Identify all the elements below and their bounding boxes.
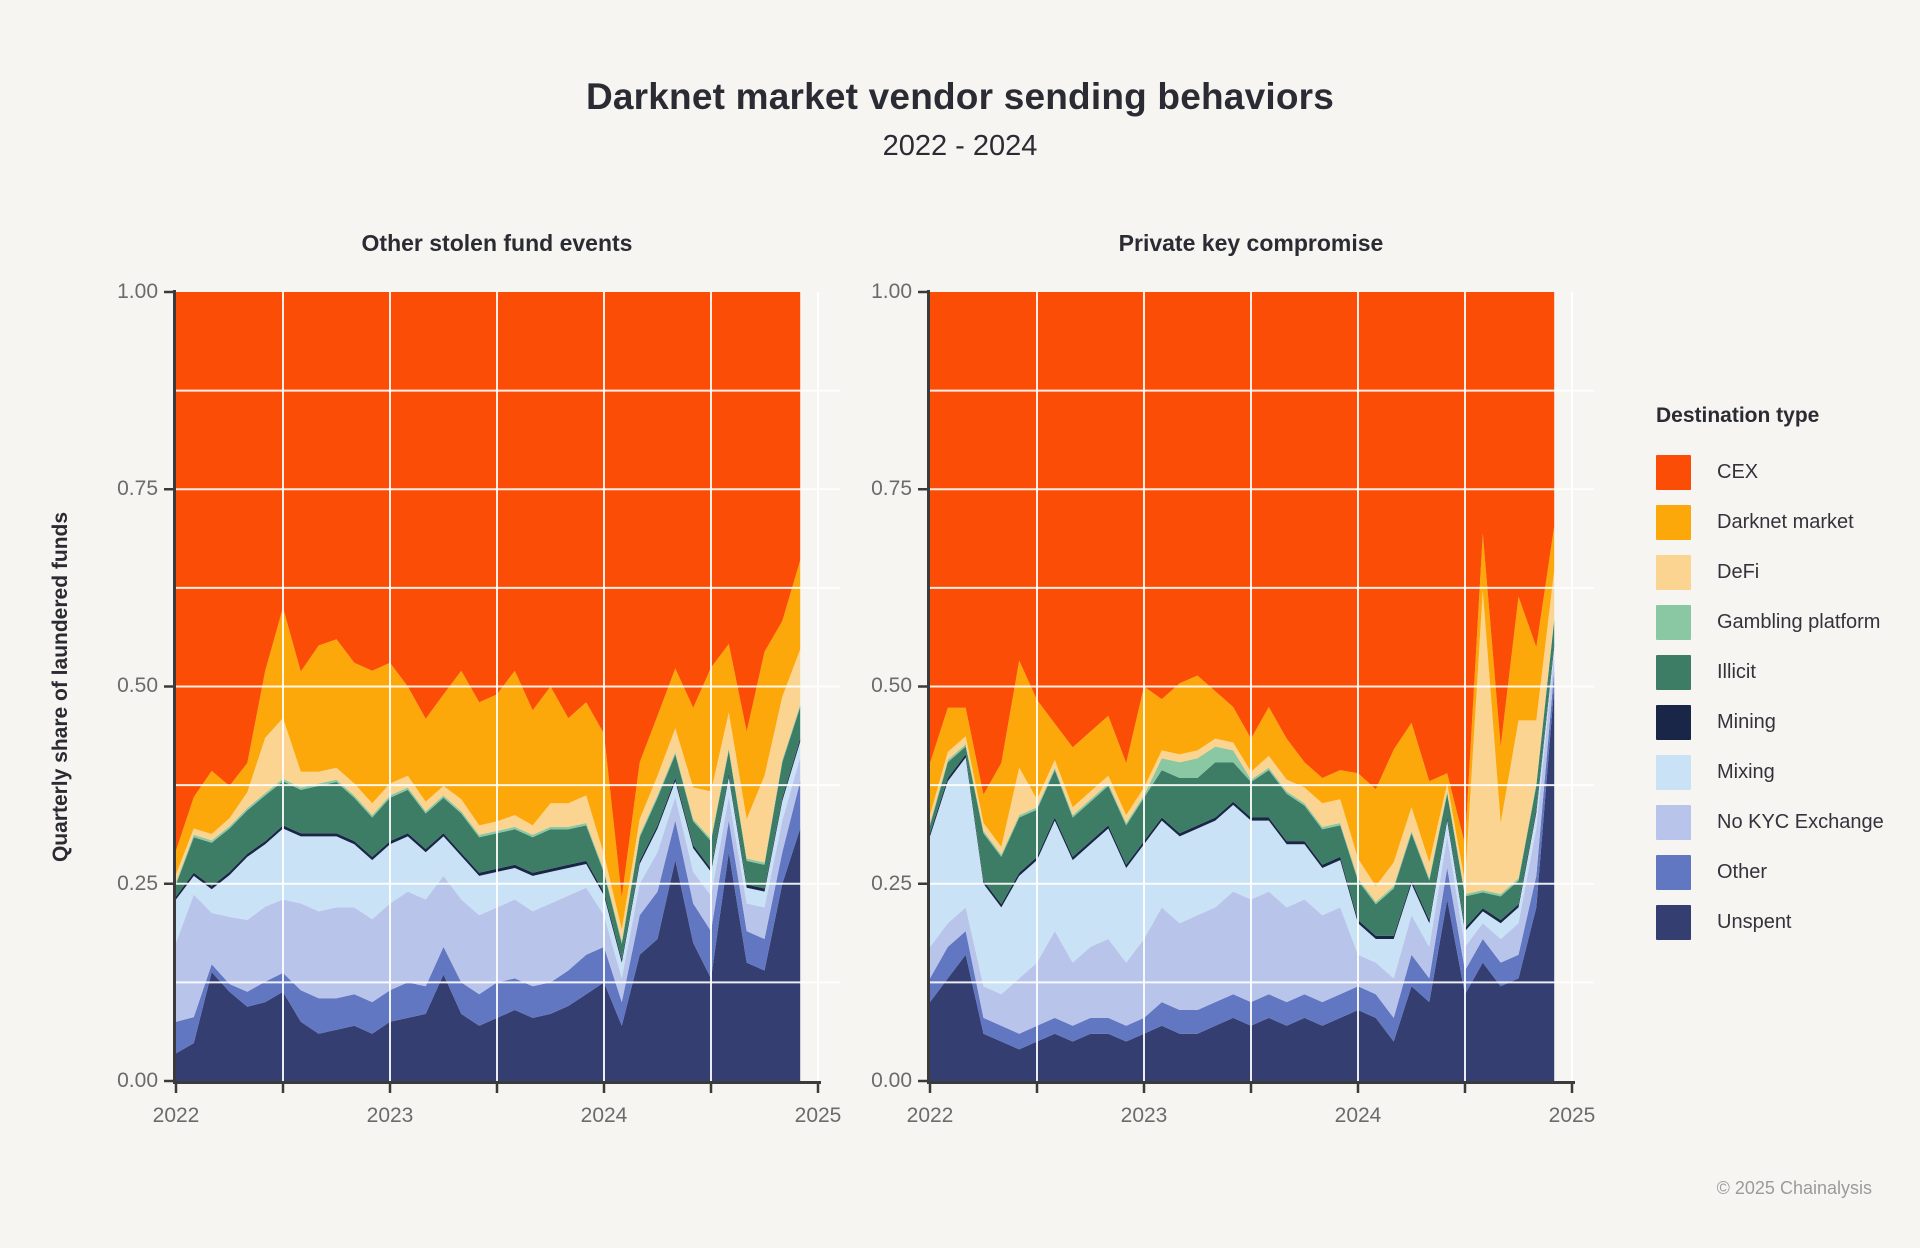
legend-item-label: DeFi: [1717, 561, 1760, 583]
area-other: [176, 781, 801, 1054]
y-tick-label: 0.50: [117, 674, 158, 697]
y-tick-label: 0.75: [117, 477, 158, 500]
legend-title: Destination type: [1656, 404, 1820, 427]
area-cex: [176, 292, 801, 898]
unspent-swatch-icon: [1656, 905, 1691, 940]
y-tick-label: 0.75: [871, 477, 912, 500]
area-no-kyc-exchange: [176, 757, 801, 1022]
illicit-swatch-icon: [1656, 655, 1691, 690]
legend-item-label: Darknet market: [1717, 511, 1854, 533]
no-kyc-exchange-swatch-icon: [1656, 805, 1691, 840]
legend-item-label: Mining: [1717, 711, 1776, 733]
legend-item-label: Gambling platform: [1717, 611, 1881, 633]
legend-item-label: CEX: [1717, 461, 1759, 483]
area-illicit: [176, 707, 801, 960]
legend-item-other: Other: [1656, 855, 1916, 890]
x-tick-label: 2023: [366, 1104, 414, 1127]
legend-item-defi: DeFi: [1656, 555, 1916, 590]
mixing-swatch-icon: [1656, 755, 1691, 790]
darknet-market-swatch-icon: [1656, 505, 1691, 540]
x-tick-label: 2022: [152, 1104, 200, 1127]
legend-item-darknet-market: Darknet market: [1656, 505, 1916, 540]
area-darknet-market: [176, 560, 801, 930]
legend-item-unspent: Unspent: [1656, 905, 1916, 940]
y-tick-label: 0.25: [117, 872, 158, 895]
area-no-kyc-exchange: [930, 654, 1555, 1034]
x-tick-label: 2024: [1334, 1104, 1382, 1127]
right-chart-title: Private key compromise: [1118, 230, 1384, 256]
gambling-platform-swatch-icon: [1656, 605, 1691, 640]
right-chart-panel: [918, 290, 1594, 1093]
area-darknet-market: [930, 526, 1555, 887]
legend-item-label: Mixing: [1717, 761, 1775, 783]
legend-item-mining: Mining: [1656, 705, 1916, 740]
y-tick-label: 1.00: [117, 280, 158, 303]
legend-item-label: Other: [1717, 861, 1768, 883]
legend-item-gambling-platform: Gambling platform: [1656, 605, 1916, 640]
x-tick-label: 2025: [1548, 1104, 1596, 1127]
y-tick-label: 0.00: [871, 1069, 912, 1092]
legend-item-label: Unspent: [1717, 911, 1792, 933]
x-tick-label: 2025: [794, 1104, 842, 1127]
y-tick-label: 0.00: [117, 1069, 158, 1092]
y-tick-label: 0.50: [871, 674, 912, 697]
x-tick-label: 2022: [906, 1104, 954, 1127]
left-chart-panel: [164, 290, 840, 1093]
other-swatch-icon: [1656, 855, 1691, 890]
legend-item-label: No KYC Exchange: [1717, 811, 1884, 833]
area-unspent: [176, 828, 801, 1081]
x-tick-label: 2023: [1120, 1104, 1168, 1127]
area-mixing: [176, 741, 801, 979]
y-axis-label: Quarterly share of laundered funds: [49, 511, 72, 863]
legend-item-mixing: Mixing: [1656, 755, 1916, 790]
legend-item-label: Illicit: [1717, 661, 1756, 683]
page-subtitle: 2022 - 2024: [882, 130, 1038, 162]
y-tick-label: 1.00: [871, 280, 912, 303]
copyright-attribution: © 2025 Chainalysis: [1716, 1178, 1872, 1198]
legend-item-illicit: Illicit: [1656, 655, 1916, 690]
area-mixing: [930, 647, 1555, 995]
legend-item-cex: CEX: [1656, 455, 1916, 490]
y-tick-label: 0.25: [871, 872, 912, 895]
legend-item-no-kyc-exchange: No KYC Exchange: [1656, 805, 1916, 840]
x-tick-label: 2024: [580, 1104, 628, 1127]
mining-swatch-icon: [1656, 705, 1691, 740]
cex-swatch-icon: [1656, 455, 1691, 490]
area-defi: [930, 570, 1555, 902]
area-unspent: [930, 686, 1555, 1081]
left-chart-title: Other stolen fund events: [361, 230, 633, 256]
defi-swatch-icon: [1656, 555, 1691, 590]
legend: Destination type CEX Darknet market DeFi…: [1656, 404, 1916, 955]
page-title: Darknet market vendor sending behaviors: [585, 76, 1335, 117]
area-illicit: [930, 620, 1555, 936]
area-cex: [930, 292, 1555, 845]
